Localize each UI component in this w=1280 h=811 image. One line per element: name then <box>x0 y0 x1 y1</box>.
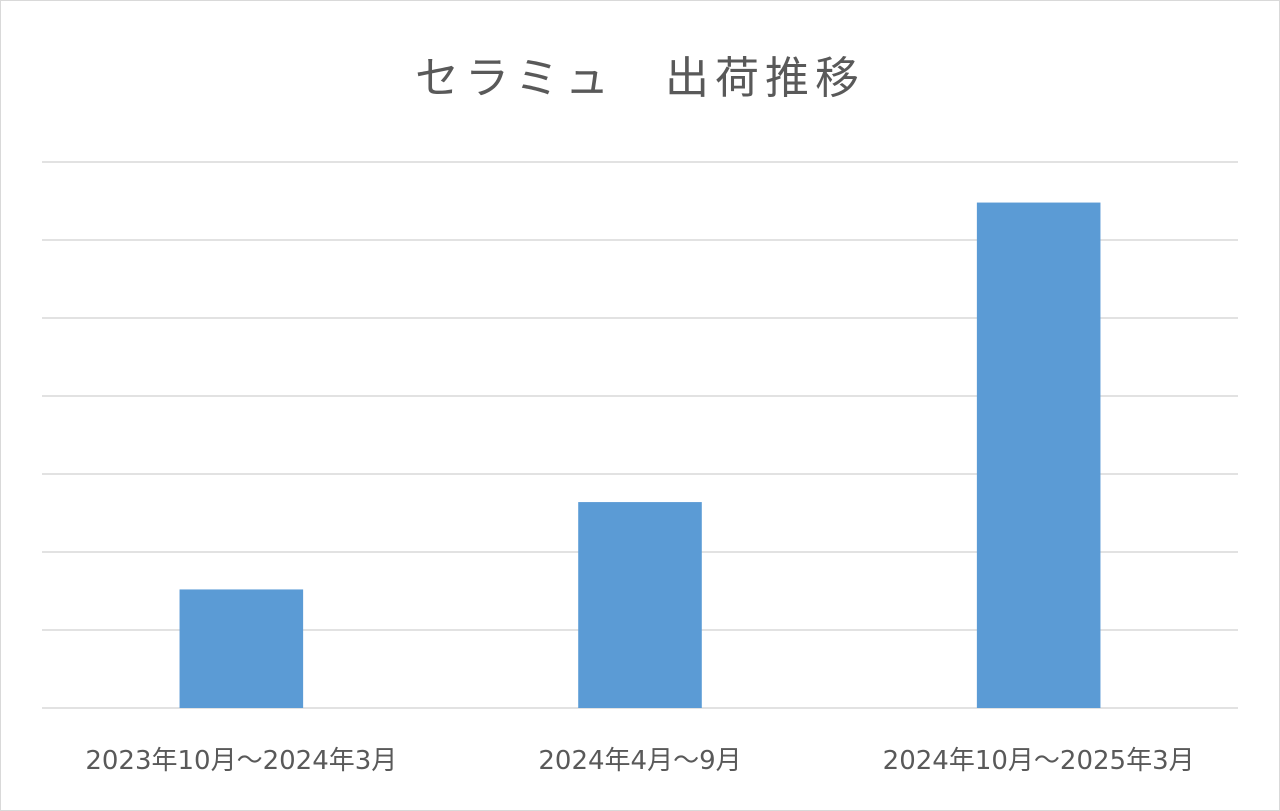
bar-3 <box>976 202 1101 708</box>
bar-2 <box>578 502 702 708</box>
x-tick-label-3: 2024年10月～2025年3月 <box>883 746 1195 776</box>
bars <box>179 202 1101 708</box>
x-tick-label-2: 2024年4月～9月 <box>538 746 741 776</box>
category-labels: 2023年10月～2024年3月 2024年4月～9月 2024年10月～2025年… <box>85 746 1194 776</box>
x-tick-label-1: 2023年10月～2024年3月 <box>85 746 397 776</box>
chart-title: セラミュ 出荷推移 <box>415 53 865 104</box>
bar-1 <box>179 589 304 708</box>
